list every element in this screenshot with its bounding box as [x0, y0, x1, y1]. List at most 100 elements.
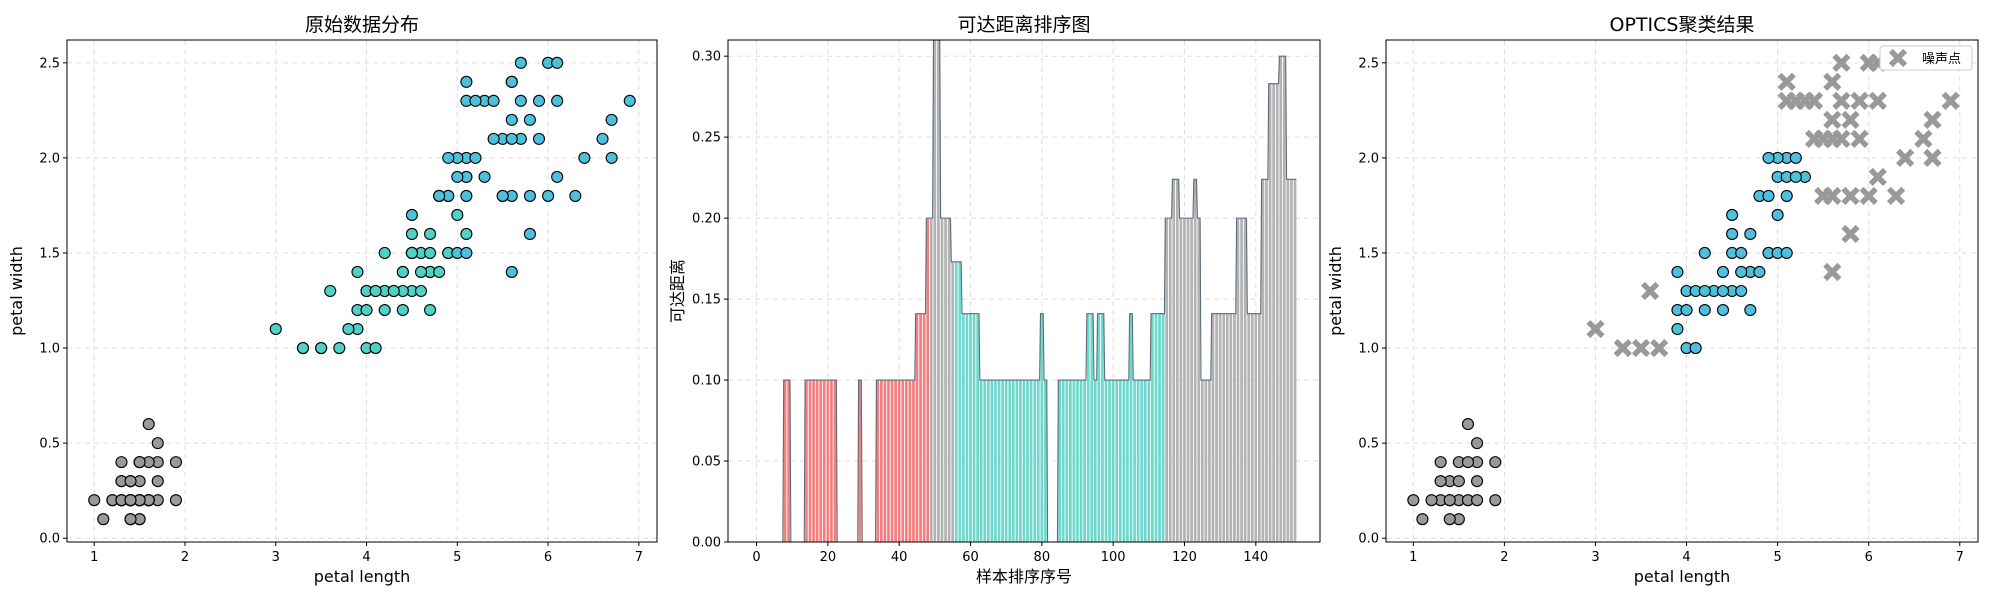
reachability-bar: [976, 313, 979, 542]
x-tick-label: 4: [362, 550, 370, 565]
scatter-point: [523, 227, 536, 241]
noise-point-marker: [1586, 319, 1605, 339]
reachability-bar: [1126, 380, 1129, 542]
scatter-point: [424, 227, 437, 241]
scatter-point: [1452, 475, 1465, 488]
scatter-point: [514, 56, 527, 69]
reachability-bar: [833, 380, 837, 542]
scatter-point: [88, 494, 101, 507]
reachability-bar: [969, 313, 972, 542]
scatter-point: [142, 418, 155, 431]
noise-point-marker: [1923, 148, 1942, 167]
scatter-point: [460, 227, 473, 241]
scatter-point: [1735, 284, 1748, 298]
y-tick-label: 0.5: [1358, 437, 1379, 452]
reachability-bar: [1136, 380, 1140, 542]
scatter-point: [569, 189, 582, 202]
y-tick-label: 0.15: [692, 293, 721, 308]
scatter-point: [496, 189, 509, 202]
reachability-bar: [1161, 313, 1165, 542]
y-axis-label: petal width: [7, 246, 26, 336]
reachability-bar: [958, 261, 962, 542]
noise-point-marker: [1650, 338, 1669, 358]
reachability-bar: [1147, 380, 1151, 542]
reachability-bar: [908, 380, 912, 542]
y-tick-label: 0.0: [39, 532, 60, 547]
reachability-bar: [822, 380, 826, 542]
reachability-bar: [1268, 83, 1272, 542]
scatter-point: [296, 341, 310, 355]
reachability-bar: [1204, 380, 1208, 542]
scatter-point: [1689, 341, 1702, 355]
reachability-bar: [1118, 380, 1122, 542]
y-tick-label: 2.5: [39, 56, 60, 71]
reachability-bar: [994, 380, 997, 542]
reachability-bar: [1133, 380, 1136, 542]
x-tick-label: 20: [820, 550, 837, 565]
x-tick-label: 1: [90, 550, 98, 565]
reachability-bar: [912, 380, 915, 542]
bar-panel-reachability: 0 20 40 60 80 100 120 140 0.00 0.05 0.10 0.15 0.20 0…: [668, 14, 1321, 586]
reachability-bar: [858, 380, 862, 542]
noise-point-marker: [1850, 91, 1869, 110]
reachability-bar: [962, 313, 965, 542]
reachability-bar: [1215, 313, 1218, 542]
y-axis-label: petal width: [1326, 246, 1345, 336]
scatter-point: [487, 94, 500, 107]
scatter-point: [1434, 475, 1447, 488]
scatter-point: [414, 284, 428, 298]
reachability-bar: [1197, 218, 1201, 542]
reachability-bar: [1154, 313, 1158, 542]
noise-point-marker: [1841, 110, 1860, 129]
scatter-point: [1744, 303, 1757, 317]
noise-point-marker: [1914, 129, 1933, 148]
scatter-point: [1716, 284, 1730, 298]
reachability-bar: [1090, 313, 1094, 542]
chart-title: 可达距离排序图: [957, 14, 1090, 36]
reachability-bar: [1225, 313, 1229, 542]
noise-point-marker: [1804, 91, 1824, 110]
scatter-point: [1735, 246, 1748, 260]
scatter-point: [1680, 303, 1693, 317]
noise-point-marker: [1841, 186, 1860, 206]
reachability-bar: [1158, 313, 1161, 542]
scatter-point: [551, 170, 564, 183]
reachability-bar: [1250, 313, 1254, 542]
x-tick-label: 7: [1956, 550, 1964, 565]
reachability-bar: [901, 380, 905, 542]
reachability-bar: [1011, 380, 1015, 542]
scatter-point: [460, 189, 473, 202]
x-tick-label: 140: [1243, 550, 1268, 565]
reachability-bar: [1179, 218, 1183, 542]
scatter-point: [523, 113, 536, 126]
reachability-bar: [1058, 380, 1062, 542]
scatter-point: [124, 513, 137, 526]
scatter-point: [487, 132, 500, 145]
y-tick-label: 1.5: [1358, 246, 1379, 261]
scatter-point: [378, 303, 391, 317]
reachability-bar: [830, 380, 833, 542]
y-tick-label: 0.00: [692, 536, 721, 551]
reachability-bar: [947, 218, 951, 542]
scatter-point: [505, 75, 518, 88]
scatter-point: [269, 322, 282, 336]
scatter-point: [396, 265, 409, 279]
scatter-point: [1425, 494, 1438, 507]
x-tick-label: 2: [1500, 550, 1508, 565]
scatter-point: [97, 513, 110, 526]
reachability-bar: [940, 218, 944, 542]
reachability-bar: [1001, 380, 1004, 542]
scatter-point: [115, 456, 128, 469]
scatter-point: [351, 265, 364, 279]
x-tick-label: 40: [891, 550, 908, 565]
reachability-bar: [1079, 380, 1083, 542]
scatter-point: [360, 303, 373, 317]
reachability-bar: [1026, 380, 1029, 542]
scatter-point: [1735, 265, 1748, 279]
reachability-bar: [944, 218, 947, 542]
reachability-bar: [1183, 218, 1186, 542]
scatter-point: [1744, 227, 1757, 241]
scatter-point: [369, 284, 382, 298]
scatter-point: [596, 132, 609, 145]
